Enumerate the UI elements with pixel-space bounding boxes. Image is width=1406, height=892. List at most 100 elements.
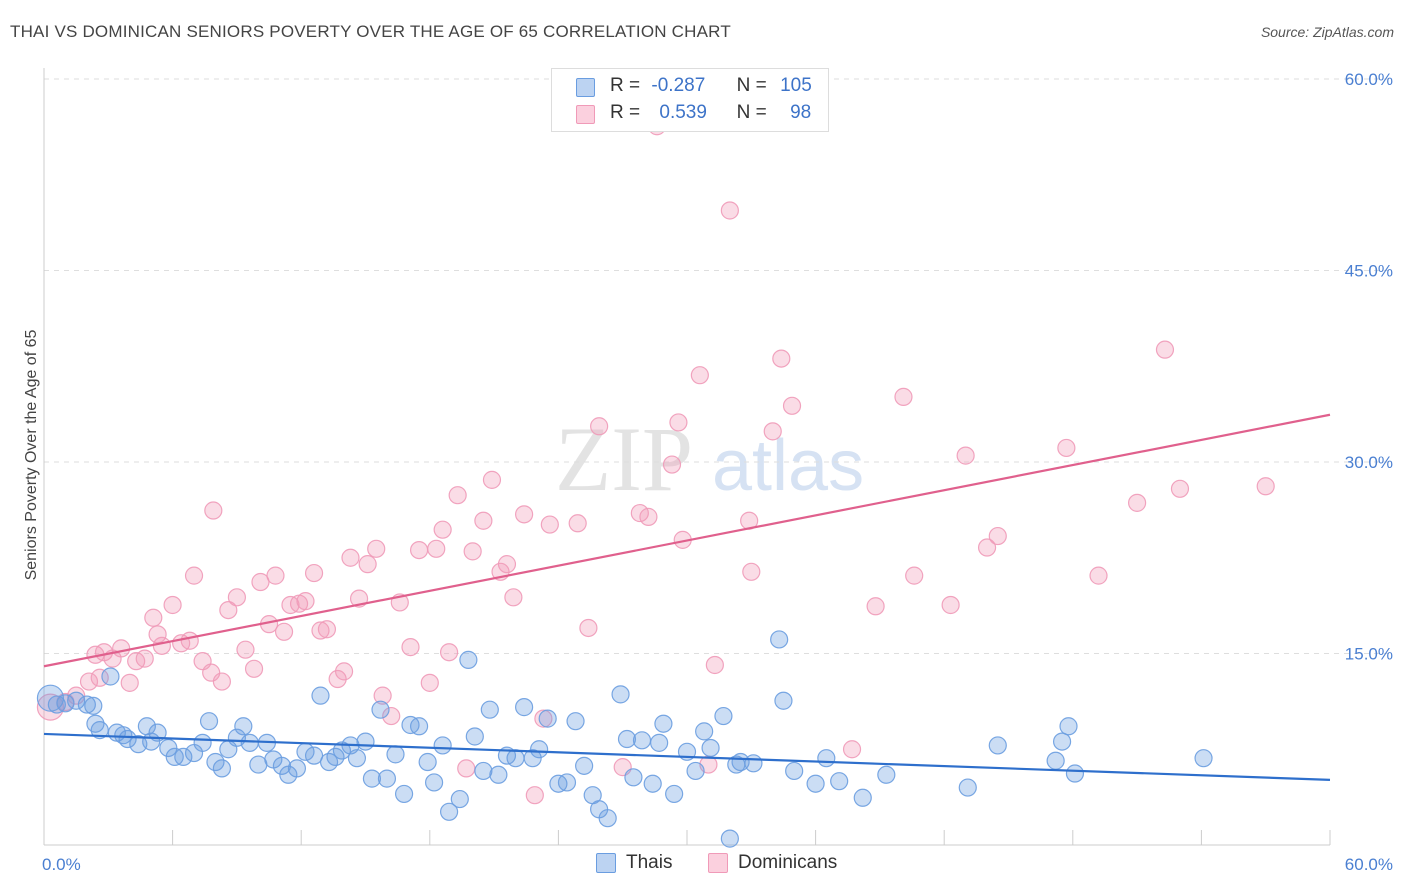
legend-n-value: 98	[790, 102, 812, 123]
dominicans-point	[525, 786, 544, 805]
thais-point	[720, 829, 739, 848]
thais-point	[439, 802, 459, 821]
thais-point	[67, 691, 86, 710]
dominicans-point	[579, 618, 598, 638]
thais-point	[785, 761, 804, 781]
bottom-legend-swatch-dominicans	[708, 853, 728, 873]
dominicans-point	[439, 643, 459, 662]
dominicans-point	[463, 542, 482, 561]
watermark-atlas: atlas	[712, 426, 864, 506]
dominicans-point	[274, 622, 294, 641]
thais-point	[654, 714, 673, 733]
thais-point	[1046, 751, 1065, 770]
dominicans-point	[311, 621, 330, 640]
dominicans-point	[79, 672, 99, 691]
dominicans-point	[742, 562, 761, 581]
thais-point	[362, 769, 382, 788]
dominicans-point	[135, 649, 154, 668]
dominicans-point	[905, 566, 924, 585]
dominicans-point	[448, 486, 467, 505]
dominicans-point	[341, 548, 360, 567]
thais-point	[598, 809, 617, 828]
thais-point	[142, 732, 161, 751]
thais-point	[332, 741, 352, 760]
dominicans-point	[382, 706, 401, 726]
thais-point	[714, 706, 733, 726]
dominicans-point	[236, 640, 255, 659]
thais-point	[347, 749, 367, 768]
thais-point	[433, 736, 452, 755]
dominicans-point	[317, 620, 337, 639]
thais-point	[77, 695, 96, 714]
thais-point	[958, 778, 977, 797]
dominicans-point	[1155, 340, 1175, 359]
legend-swatch-dominicans	[576, 105, 595, 124]
dominicans-point	[941, 595, 960, 615]
dominicans-point	[782, 396, 802, 415]
dominicans-point	[705, 655, 724, 675]
dominicans-point	[212, 672, 231, 691]
dominicans-point	[590, 417, 609, 436]
legend-n-label: N =	[736, 75, 767, 96]
thais-point	[566, 712, 585, 731]
thais-point	[774, 691, 793, 710]
chart-title: THAI VS DOMINICAN SENIORS POVERTY OVER T…	[10, 22, 731, 41]
dominicans-point	[977, 538, 997, 557]
chart-source: Source: ZipAtlas.com	[1260, 24, 1394, 40]
dominicans-point	[152, 636, 171, 655]
dominicans-point	[1256, 477, 1275, 496]
thais-point	[817, 749, 836, 768]
dominicans-point	[184, 566, 204, 585]
thais-point	[199, 712, 219, 731]
dominicans-point	[504, 588, 523, 607]
thais-point	[356, 732, 375, 751]
dominicans-point	[427, 539, 446, 558]
thais-point	[806, 774, 825, 793]
dominicans-point	[842, 740, 862, 759]
dominicans-point	[266, 566, 285, 585]
y-tick-label: 45.0%	[1345, 262, 1393, 281]
thais-point	[686, 761, 705, 781]
thais-point	[311, 686, 330, 705]
dominicans-point	[367, 539, 386, 558]
dominicans-point	[690, 366, 709, 385]
dominicans-point	[163, 595, 182, 615]
thais-point	[84, 696, 103, 715]
dominicans-point	[373, 686, 392, 705]
dominicans-point	[474, 511, 493, 530]
thais-point	[424, 773, 444, 792]
y-tick-label: 15.0%	[1345, 645, 1393, 664]
legend-swatch-thais	[576, 78, 595, 97]
trend-lines	[43, 413, 1331, 781]
thais-point	[174, 747, 193, 767]
dominicans-point	[630, 503, 649, 523]
thais-point	[770, 630, 789, 649]
thais-point	[695, 722, 714, 741]
legend-n-value: 105	[780, 75, 812, 96]
dominicans-point	[568, 514, 587, 533]
correlation-legend: R = -0.287 N = 105 R = 0.539 N = 98	[551, 68, 829, 132]
thais-point	[304, 746, 324, 765]
thais-point	[632, 731, 652, 750]
thais-point	[489, 765, 508, 784]
thais-point	[394, 784, 414, 804]
thais-point	[371, 700, 390, 719]
thais-point	[830, 772, 849, 791]
legend-n-label: N =	[736, 102, 767, 123]
thais-point	[480, 700, 499, 719]
thais-point	[523, 749, 542, 768]
thais-point	[418, 752, 437, 772]
dominicans-point	[219, 600, 238, 620]
thais-point	[701, 738, 720, 758]
dominicans-point	[720, 201, 739, 220]
thais-point	[650, 733, 669, 752]
thais-point	[665, 784, 684, 804]
dominicans-point	[251, 572, 270, 592]
dominicans-point	[296, 592, 315, 611]
thais-point	[212, 759, 231, 778]
dominicans-point	[148, 625, 167, 644]
thais-point	[409, 717, 429, 736]
thais-point	[1059, 717, 1078, 736]
thais-point	[272, 756, 292, 775]
dominicans-point	[515, 505, 534, 524]
